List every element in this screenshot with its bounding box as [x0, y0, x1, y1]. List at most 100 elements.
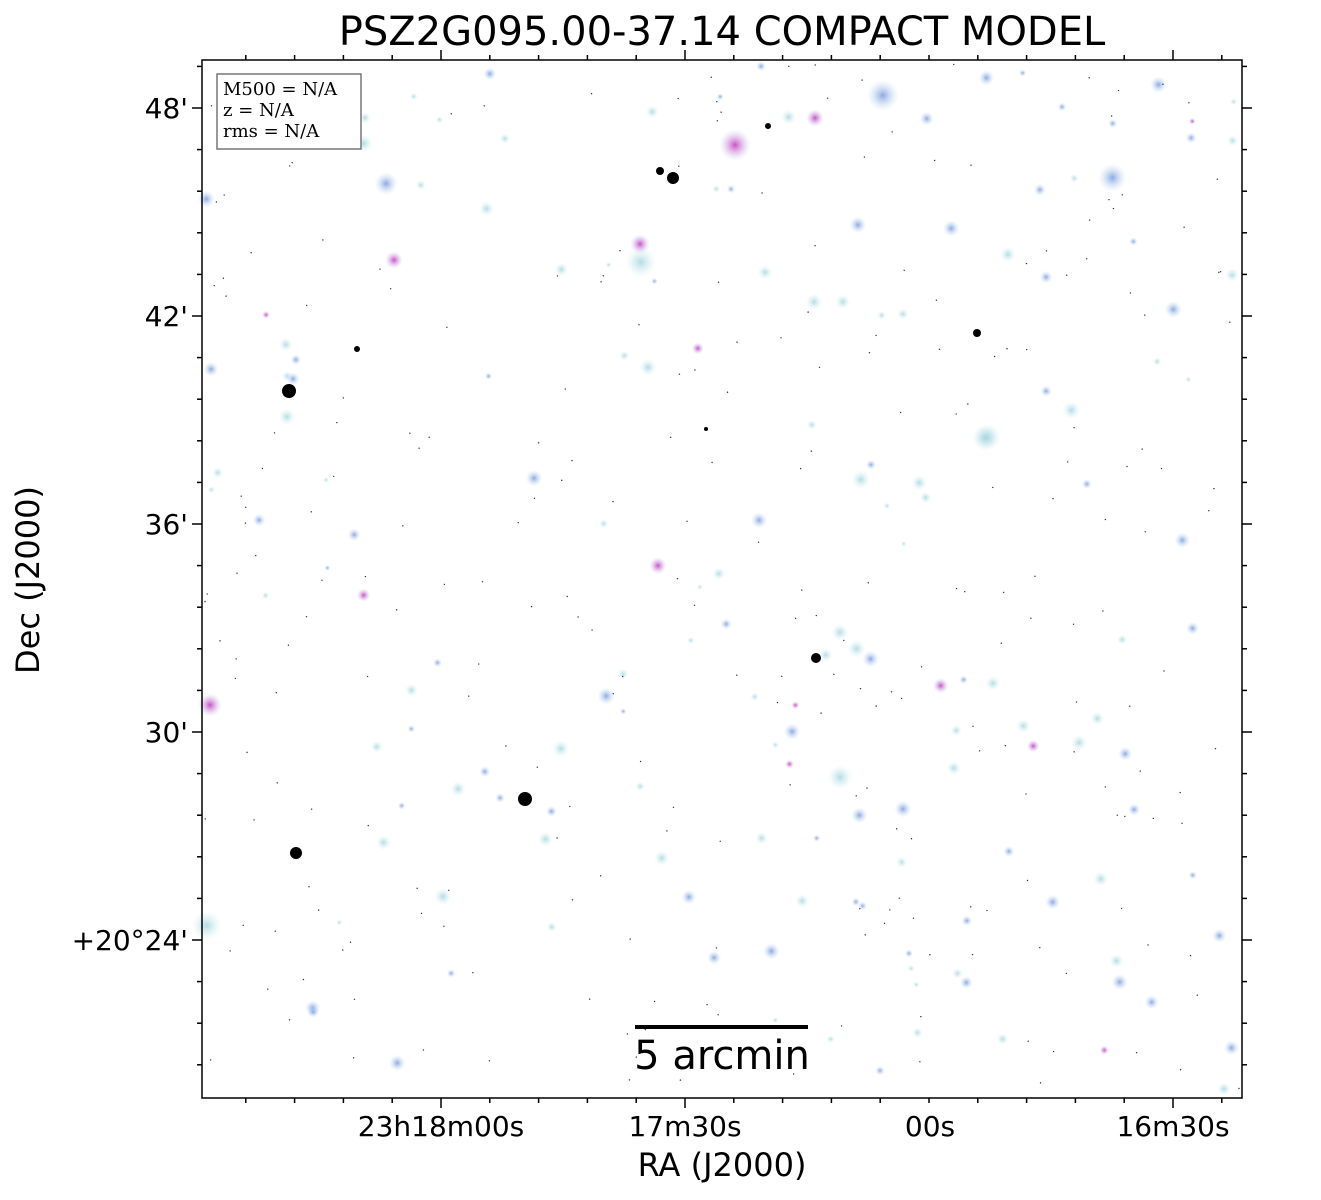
- speck: [883, 922, 886, 925]
- source: [207, 486, 215, 494]
- source: [818, 648, 833, 662]
- source: [1033, 183, 1046, 196]
- source: [712, 184, 721, 193]
- y-tick-label: +20°24': [72, 924, 188, 957]
- speck: [1129, 705, 1131, 707]
- source: [1227, 135, 1239, 147]
- source: [896, 856, 908, 868]
- bright-source: [704, 427, 708, 431]
- speck: [1065, 274, 1068, 276]
- speck: [912, 917, 915, 920]
- speck: [780, 337, 782, 339]
- speck: [418, 447, 420, 449]
- speck: [889, 909, 891, 911]
- speck: [686, 520, 688, 523]
- speck: [561, 479, 563, 482]
- extended-source: [719, 129, 751, 161]
- speck: [450, 113, 452, 115]
- source: [720, 618, 732, 630]
- source: [972, 425, 998, 451]
- source: [404, 683, 418, 697]
- speck: [933, 159, 936, 162]
- source: [1212, 928, 1227, 943]
- speck: [666, 830, 668, 832]
- speck: [336, 421, 338, 424]
- speck: [273, 432, 276, 434]
- speck: [236, 572, 238, 574]
- speck: [993, 355, 996, 358]
- source: [617, 668, 629, 680]
- speck: [677, 97, 679, 100]
- speck: [308, 886, 310, 888]
- source: [1223, 1040, 1240, 1056]
- source: [897, 308, 909, 320]
- source: [757, 264, 773, 280]
- source: [686, 636, 695, 645]
- speck: [267, 988, 269, 990]
- speck: [919, 1061, 921, 1063]
- speck: [679, 1079, 682, 1081]
- speck: [1002, 591, 1005, 594]
- speck: [710, 76, 712, 78]
- speck: [929, 954, 931, 956]
- source: [307, 1005, 320, 1018]
- source: [1099, 1045, 1109, 1055]
- source: [554, 262, 569, 277]
- info-line: rms = N/A: [223, 121, 320, 142]
- speck: [622, 675, 624, 678]
- source: [197, 190, 215, 208]
- speck: [246, 751, 248, 754]
- source: [812, 834, 821, 842]
- speck: [789, 784, 791, 786]
- source: [252, 513, 266, 527]
- source: [484, 372, 493, 380]
- speck: [322, 239, 324, 241]
- source: [483, 67, 497, 81]
- source: [1152, 357, 1162, 366]
- source: [783, 723, 801, 740]
- source: [755, 832, 768, 845]
- speck: [250, 251, 252, 254]
- speck: [898, 897, 900, 899]
- speck: [1072, 623, 1075, 625]
- speck: [213, 284, 216, 287]
- source: [1174, 532, 1191, 549]
- source: [875, 1065, 885, 1076]
- sky-image: [191, 61, 1240, 1096]
- speck: [1085, 258, 1088, 260]
- speck: [1189, 954, 1192, 957]
- speck: [472, 971, 474, 974]
- speck: [1139, 770, 1141, 772]
- source: [1062, 401, 1081, 420]
- source: [212, 467, 224, 479]
- source: [784, 759, 795, 769]
- source: [780, 109, 797, 125]
- source: [950, 724, 962, 737]
- source: [203, 361, 219, 377]
- speck: [590, 93, 593, 95]
- speck: [1025, 793, 1027, 795]
- speck: [536, 766, 539, 768]
- speck: [1004, 744, 1007, 747]
- source: [450, 781, 466, 797]
- speck: [275, 691, 278, 694]
- speck: [571, 459, 573, 462]
- speck: [556, 275, 559, 277]
- speck: [794, 617, 797, 620]
- source: [706, 950, 722, 965]
- speck: [964, 590, 966, 593]
- speck: [1208, 510, 1210, 512]
- speck: [448, 889, 450, 892]
- source: [261, 591, 270, 600]
- source: [826, 1034, 835, 1044]
- speck: [395, 609, 398, 611]
- source: [278, 408, 296, 426]
- speck: [955, 587, 958, 590]
- speck: [678, 165, 680, 167]
- speck: [736, 674, 738, 676]
- speck: [866, 787, 868, 789]
- speck: [986, 909, 988, 912]
- source: [1217, 1082, 1231, 1096]
- source: [762, 942, 780, 960]
- speck: [864, 934, 866, 936]
